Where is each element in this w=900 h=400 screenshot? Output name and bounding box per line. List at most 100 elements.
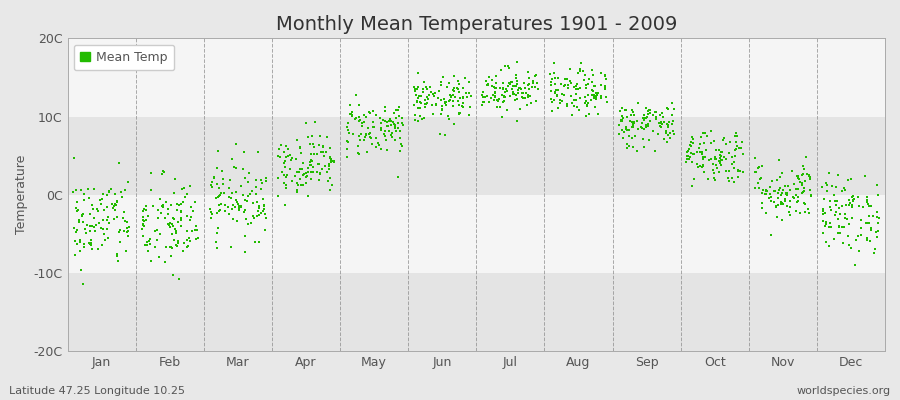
Point xyxy=(497,94,511,100)
Point xyxy=(115,215,130,221)
Point xyxy=(136,220,150,227)
Point xyxy=(634,120,649,126)
Point xyxy=(585,86,599,93)
Point xyxy=(681,147,696,154)
Point xyxy=(762,190,777,197)
Point xyxy=(175,186,189,192)
Point xyxy=(279,143,293,149)
Point xyxy=(339,146,354,152)
Point xyxy=(86,215,101,221)
Point xyxy=(434,111,448,117)
Point xyxy=(437,132,452,138)
Point xyxy=(311,177,326,184)
Point xyxy=(366,124,381,130)
Point xyxy=(392,104,407,110)
Point xyxy=(662,123,676,130)
Point xyxy=(818,239,832,245)
Point xyxy=(795,190,809,196)
Point xyxy=(717,135,732,141)
Point xyxy=(446,98,460,104)
Point xyxy=(374,127,388,133)
Point xyxy=(551,75,565,81)
Point xyxy=(644,110,658,116)
Bar xyxy=(68,195,885,273)
Point xyxy=(572,94,587,101)
Point xyxy=(171,219,185,226)
Point xyxy=(107,201,122,207)
Point xyxy=(764,232,778,238)
Point xyxy=(797,178,812,184)
Point xyxy=(184,214,199,220)
Point xyxy=(789,192,804,198)
Point xyxy=(464,93,478,99)
Point xyxy=(387,110,401,116)
Point xyxy=(833,211,848,218)
Point xyxy=(305,158,320,164)
Point xyxy=(513,85,527,91)
Point xyxy=(639,122,653,128)
Point xyxy=(838,215,852,221)
Point xyxy=(238,249,252,256)
Point xyxy=(861,220,876,226)
Point xyxy=(292,145,307,151)
Point xyxy=(626,119,641,125)
Point xyxy=(388,122,402,129)
Point xyxy=(796,200,811,206)
Point xyxy=(443,92,457,98)
Point xyxy=(389,107,403,113)
Point xyxy=(835,224,850,230)
Point xyxy=(791,198,806,204)
Point xyxy=(495,114,509,120)
Point xyxy=(731,168,745,174)
Point xyxy=(524,100,538,106)
Point xyxy=(706,170,721,176)
Point xyxy=(206,174,220,180)
Point xyxy=(444,94,458,100)
Point xyxy=(529,97,544,104)
Point xyxy=(598,72,612,79)
Point xyxy=(488,94,502,101)
Point xyxy=(728,132,742,139)
Point xyxy=(585,72,599,78)
Point xyxy=(828,211,842,218)
Point xyxy=(511,87,526,93)
Point xyxy=(693,148,707,155)
Point xyxy=(687,176,701,182)
Point xyxy=(204,179,219,185)
Point xyxy=(637,126,652,132)
Point xyxy=(664,121,679,128)
Point xyxy=(224,244,238,250)
Point xyxy=(871,220,886,226)
Point xyxy=(371,140,385,146)
Point xyxy=(351,150,365,156)
Point xyxy=(258,214,273,221)
Point xyxy=(832,230,847,236)
Point xyxy=(229,188,243,195)
Point xyxy=(364,134,378,140)
Point xyxy=(774,201,788,207)
Point xyxy=(66,188,80,195)
Point xyxy=(182,235,196,241)
Point xyxy=(289,156,303,163)
Point xyxy=(394,141,409,147)
Point xyxy=(710,165,724,171)
Point xyxy=(863,238,878,244)
Point xyxy=(254,186,268,192)
Point xyxy=(731,167,745,173)
Point xyxy=(252,238,266,245)
Point xyxy=(360,149,374,156)
Point xyxy=(382,128,397,134)
Point xyxy=(382,118,397,124)
Point xyxy=(284,178,299,184)
Point xyxy=(580,103,595,110)
Point xyxy=(801,206,815,212)
Point xyxy=(170,201,184,207)
Point xyxy=(452,89,466,96)
Title: Monthly Mean Temperatures 1901 - 2009: Monthly Mean Temperatures 1901 - 2009 xyxy=(275,15,677,34)
Point xyxy=(478,94,492,100)
Point xyxy=(508,83,523,89)
Point xyxy=(625,124,639,130)
Point xyxy=(418,97,432,104)
Point xyxy=(343,111,357,117)
Point xyxy=(791,175,806,181)
